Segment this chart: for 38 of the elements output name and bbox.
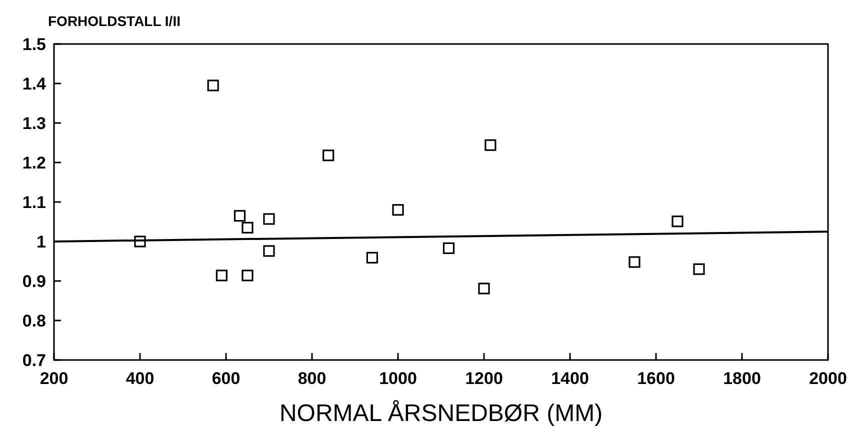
point [242, 222, 254, 234]
x-tick-label: 800 [298, 369, 326, 388]
x-tick-label: 1800 [723, 369, 761, 388]
y-tick-label: 1.5 [22, 34, 46, 54]
y-tick-label: 0.7 [22, 350, 46, 370]
point [484, 139, 496, 151]
point [234, 210, 246, 222]
point [442, 242, 455, 254]
y-tick-label: 1.4 [22, 74, 47, 94]
y-axis-title: FORHOLDSTALL I/II [48, 13, 180, 29]
y-tick-label: 1.2 [22, 153, 46, 172]
y-tick-label: 1.3 [22, 114, 46, 133]
y-tick-label: 0.8 [22, 311, 46, 330]
point [263, 213, 275, 225]
x-tick-label: 1000 [379, 369, 417, 388]
y-tick-label: 0.9 [22, 272, 46, 291]
point [242, 270, 254, 282]
point [392, 204, 404, 216]
point [672, 216, 684, 228]
x-tick-label: 1600 [637, 369, 675, 388]
y-tick-label: 1 [36, 232, 46, 252]
point [628, 256, 640, 268]
point [366, 252, 378, 264]
x-tick-label: 1200 [465, 369, 503, 388]
point [263, 245, 275, 257]
x-tick-label: 400 [126, 369, 154, 388]
x-tick-label: 600 [212, 369, 240, 388]
point [134, 236, 146, 248]
point [207, 80, 219, 92]
x-tick-label: 1400 [551, 369, 589, 388]
point [322, 150, 334, 162]
x-tick-label: 2000 [809, 369, 847, 388]
x-tick-label: 200 [40, 369, 68, 388]
point [216, 270, 228, 282]
point [693, 263, 705, 275]
x-axis-title: NORMAL ÅRSNEDBØR (MM) [279, 400, 603, 427]
y-tick-label: 1.1 [22, 192, 46, 212]
point [478, 282, 490, 294]
